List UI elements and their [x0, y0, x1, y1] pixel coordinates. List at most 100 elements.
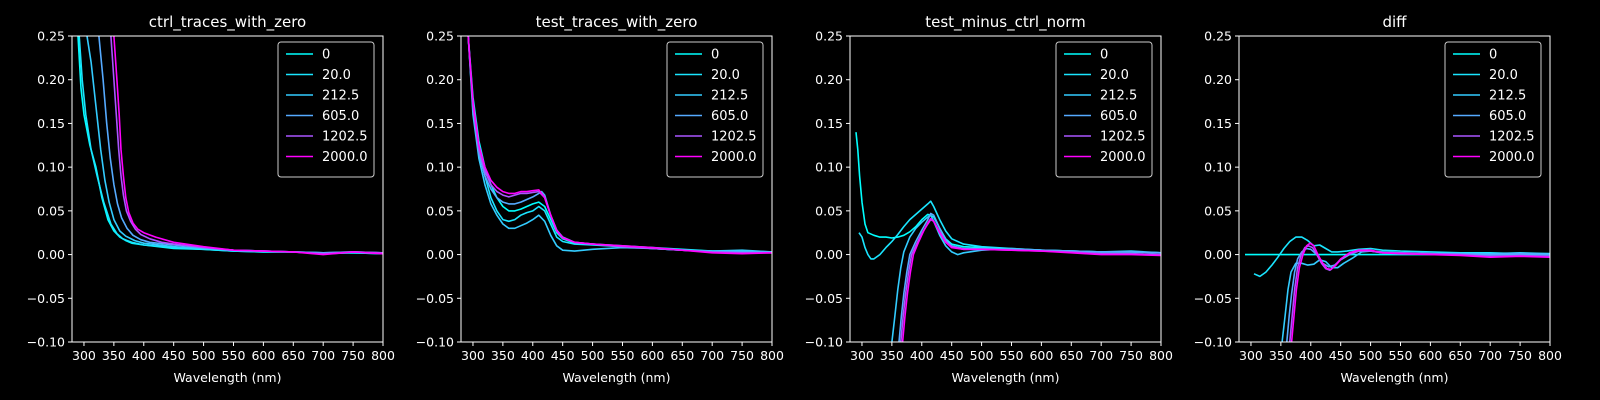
x-tick-label: 750	[341, 348, 365, 363]
series-line-1202-5	[467, 36, 772, 254]
series-line-605-0	[898, 212, 1161, 342]
x-tick-label: 650	[281, 348, 305, 363]
y-tick-label: 0.20	[1204, 72, 1232, 87]
x-tick-label: 500	[1359, 348, 1383, 363]
y-tick-label: −0.05	[805, 291, 843, 306]
y-tick-label: −0.10	[805, 335, 843, 350]
y-tick-label: 0.20	[815, 72, 843, 87]
x-axis-label: Wavelength (nm)	[1341, 370, 1449, 385]
y-tick-label: 0.10	[37, 160, 65, 175]
legend-label: 212.5	[1489, 89, 1526, 104]
x-tick-label: 600	[640, 348, 664, 363]
x-tick-label: 700	[311, 348, 335, 363]
x-tick-label: 450	[1329, 348, 1353, 363]
x-tick-label: 500	[192, 348, 216, 363]
series-line-2000-0	[467, 36, 772, 255]
y-tick-label: 0.10	[426, 160, 454, 175]
axes-frame	[849, 35, 1162, 343]
x-tick-label: 350	[102, 348, 126, 363]
y-tick-label: 0.10	[1204, 160, 1232, 175]
y-tick-label: 0.25	[815, 29, 843, 44]
legend-frame	[1055, 41, 1153, 178]
y-tick-label: 0.10	[815, 160, 843, 175]
series-lines	[77, 36, 383, 256]
legend-label: 2000.0	[711, 150, 757, 165]
x-tick-label: 400	[1299, 348, 1323, 363]
y-tick-label: 0.20	[426, 72, 454, 87]
x-tick-label: 350	[1269, 348, 1293, 363]
x-tick-label: 800	[1149, 348, 1173, 363]
x-tick-label: 750	[730, 348, 754, 363]
series-lines	[467, 36, 772, 255]
legend-label: 212.5	[322, 89, 359, 104]
legend-label: 2000.0	[1489, 150, 1535, 165]
y-tick-label: 0.20	[37, 72, 65, 87]
legend-label: 1202.5	[1489, 130, 1535, 145]
series-line-2000-0	[113, 36, 383, 256]
legend-label: 605.0	[711, 109, 748, 124]
y-tick-label: 0.00	[426, 247, 454, 262]
chart-title: test_traces_with_zero	[536, 13, 698, 32]
y-tick-label: 0.05	[815, 203, 843, 218]
x-tick-label: 700	[700, 348, 724, 363]
x-tick-label: 500	[581, 348, 605, 363]
y-tick-label: 0.00	[1204, 247, 1232, 262]
legend-label: 2000.0	[322, 150, 368, 165]
legend-frame	[277, 41, 375, 178]
y-tick-label: 0.15	[37, 116, 65, 131]
x-tick-label: 650	[1059, 348, 1083, 363]
legend-frame	[666, 41, 764, 178]
x-tick-label: 350	[880, 348, 904, 363]
x-tick-label: 650	[670, 348, 694, 363]
y-tick-label: −0.05	[416, 291, 454, 306]
x-tick-label: 300	[850, 348, 874, 363]
axes-frame	[71, 35, 384, 343]
chart-title: diff	[1382, 13, 1407, 31]
legend-label: 2000.0	[1100, 150, 1146, 165]
legend-label: 605.0	[1489, 109, 1526, 124]
x-tick-label: 450	[551, 348, 575, 363]
legend: 0 20.0 212.5 605.0 1202.5 2000.0	[1444, 41, 1542, 178]
chart-panel-4: diff Wavelength (nm) 300 350 400 450 500 550 600…	[1194, 13, 1562, 385]
series-line-2000-0	[1290, 242, 1550, 342]
x-tick-label: 400	[521, 348, 545, 363]
legend: 0 20.0 212.5 605.0 1202.5 2000.0	[666, 41, 764, 178]
x-tick-label: 700	[1089, 348, 1113, 363]
y-tick-label: 0.15	[1204, 116, 1232, 131]
x-tick-label: 600	[1029, 348, 1053, 363]
y-tick-label: −0.05	[1194, 291, 1232, 306]
y-tick-label: 0.05	[426, 203, 454, 218]
legend-label: 1202.5	[711, 130, 757, 145]
x-tick-label: 450	[162, 348, 186, 363]
y-tick-label: 0.25	[1204, 29, 1232, 44]
y-tick-label: −0.10	[416, 335, 454, 350]
x-tick-label: 650	[1448, 348, 1472, 363]
x-tick-label: 750	[1508, 348, 1532, 363]
x-tick-label: 800	[371, 348, 395, 363]
x-tick-label: 400	[132, 348, 156, 363]
x-tick-label: 800	[760, 348, 784, 363]
y-tick-label: 0.05	[1204, 203, 1232, 218]
y-tick-label: 0.00	[815, 247, 843, 262]
legend-label: 20.0	[1100, 68, 1129, 83]
x-tick-label: 300	[1239, 348, 1263, 363]
x-tick-label: 300	[461, 348, 485, 363]
y-tick-label: −0.05	[27, 291, 65, 306]
legend-label: 20.0	[1489, 68, 1518, 83]
x-tick-label: 600	[1418, 348, 1442, 363]
x-tick-label: 400	[910, 348, 934, 363]
legend-label: 0	[322, 48, 330, 63]
legend-label: 1202.5	[322, 130, 368, 145]
legend: 0 20.0 212.5 605.0 1202.5 2000.0	[1055, 41, 1153, 178]
y-tick-label: 0.25	[426, 29, 454, 44]
x-tick-label: 750	[1119, 348, 1143, 363]
chart-title: test_minus_ctrl_norm	[925, 13, 1086, 32]
y-tick-label: −0.10	[27, 335, 65, 350]
legend-label: 212.5	[711, 89, 748, 104]
y-tick-label: 0.15	[426, 116, 454, 131]
legend-label: 0	[1100, 48, 1108, 63]
chart-panel-3: test_minus_ctrl_norm Wavelength (nm) 300 35…	[805, 13, 1173, 385]
legend-label: 1202.5	[1100, 130, 1146, 145]
x-tick-label: 300	[72, 348, 96, 363]
legend-label: 20.0	[711, 68, 740, 83]
